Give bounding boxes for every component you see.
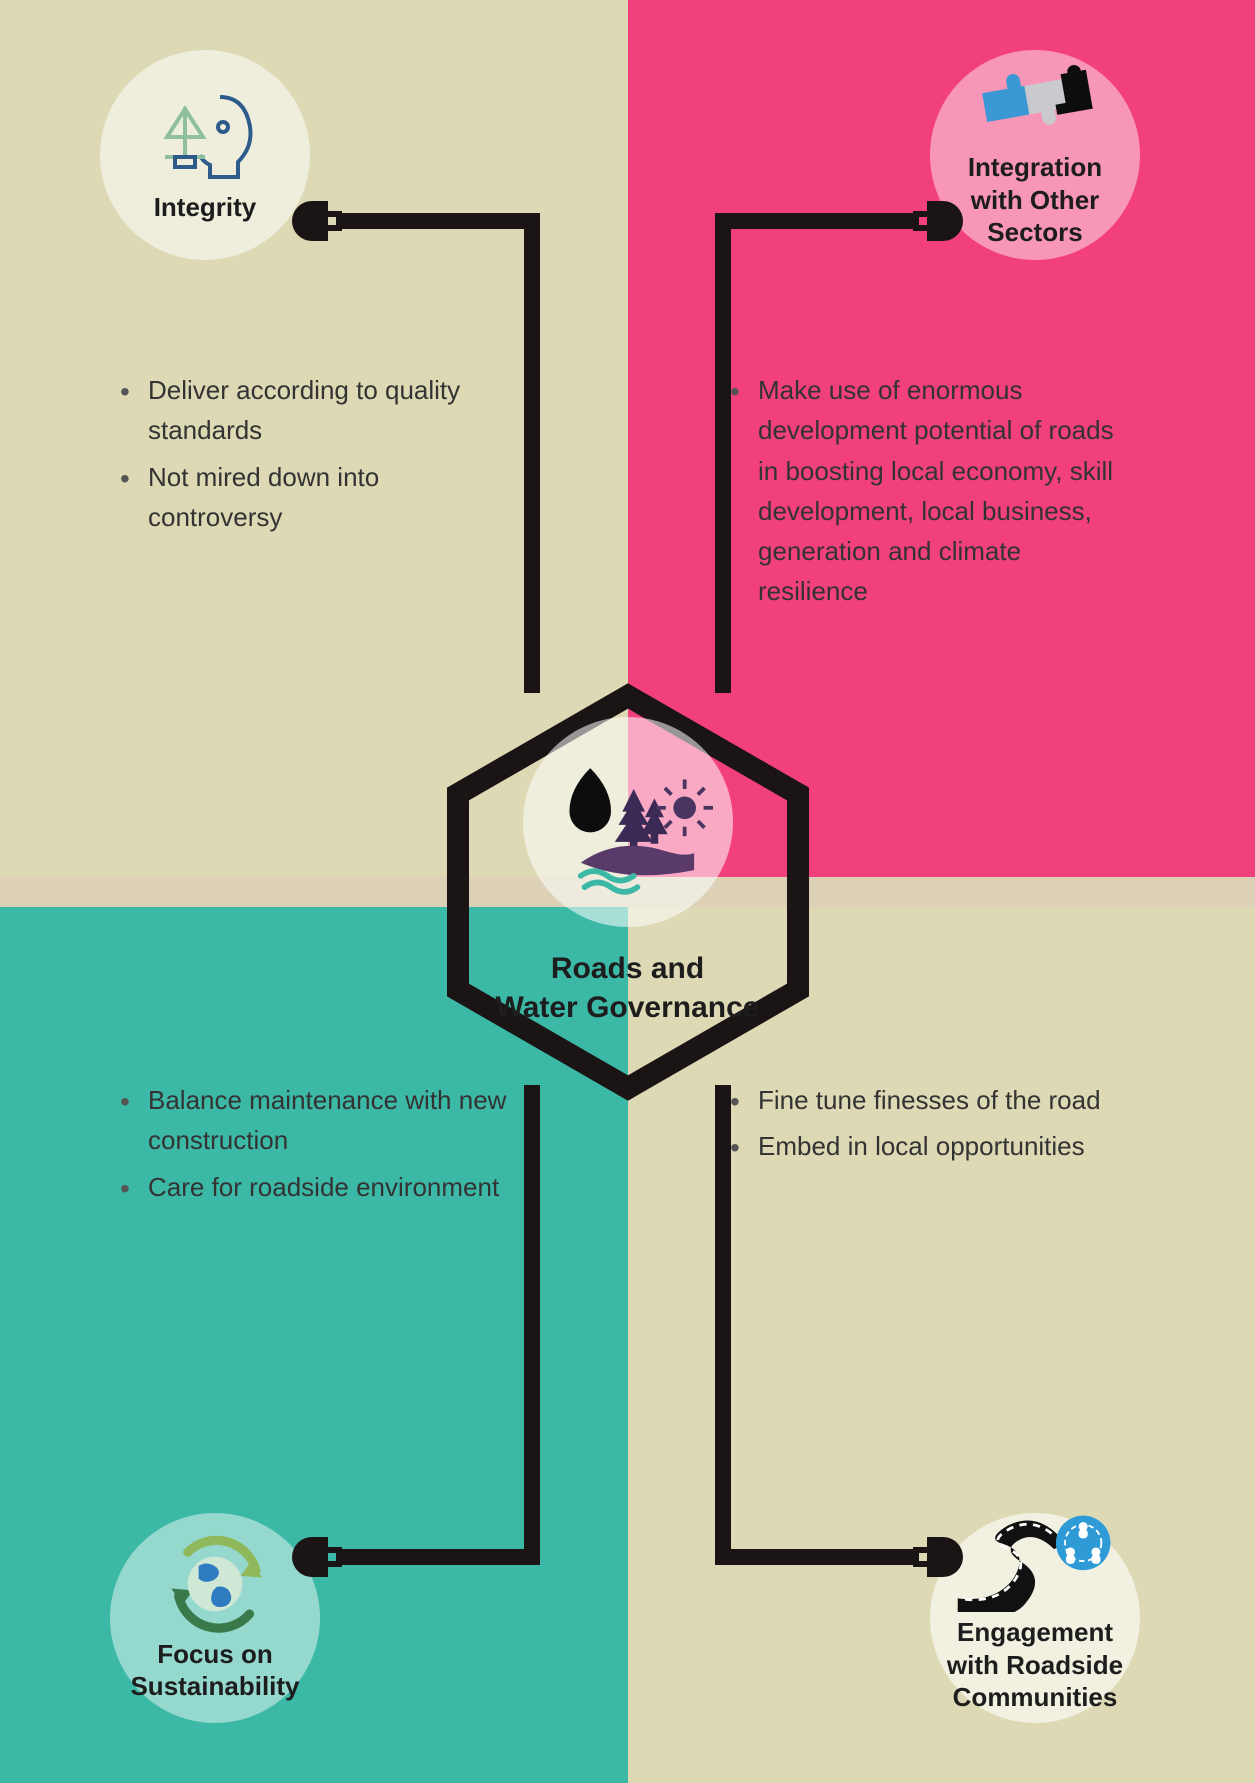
integration-title-l1: Integration	[968, 152, 1102, 182]
plug-br	[909, 1531, 979, 1583]
integration-bullets: Make use of enormous development potenti…	[730, 370, 1130, 618]
integrity-bullets: Deliver according to quality standardsNo…	[120, 370, 470, 543]
connector-bl-v	[524, 1085, 540, 1565]
bullet-item: Not mired down into controversy	[120, 457, 470, 538]
integration-title: Integration with Other Sectors	[968, 151, 1102, 249]
center-title-l2: Water Governance	[496, 991, 760, 1024]
engagement-title: Engagement with Roadside Communities	[947, 1616, 1123, 1714]
engagement-title-l1: Engagement	[957, 1617, 1113, 1647]
plug-bl	[276, 1531, 346, 1583]
bullet-item: Deliver according to quality standards	[120, 370, 470, 451]
sustainability-title: Focus on Sustainability	[130, 1638, 299, 1703]
center-title-l1: Roads and	[551, 952, 704, 985]
bullet-item: Care for roadside environment	[120, 1167, 520, 1207]
center-circle	[523, 717, 733, 927]
connector-tr-h	[715, 213, 919, 229]
sustainability-title-l2: Sustainability	[130, 1671, 299, 1701]
connector-br-h	[715, 1549, 919, 1565]
integrity-title: Integrity	[154, 191, 257, 224]
sustainability-title-l1: Focus on	[157, 1639, 273, 1669]
connector-bl-h	[336, 1549, 540, 1565]
connector-tl-h	[336, 213, 540, 229]
globe-recycle-icon	[155, 1534, 275, 1634]
bullet-item: Make use of enormous development potenti…	[730, 370, 1130, 612]
plug-tr	[909, 195, 979, 247]
bullet-item: Embed in local opportunities	[730, 1126, 1130, 1166]
connector-tl-v	[524, 213, 540, 693]
engagement-title-l3: Communities	[953, 1682, 1118, 1712]
connector-br-v	[715, 1085, 731, 1565]
integration-title-l3: Sectors	[987, 217, 1082, 247]
plug-tl	[276, 195, 346, 247]
landscape-icon	[543, 747, 713, 897]
center-hexagon: Roads and Water Governance	[418, 682, 838, 1102]
center-title: Roads and Water Governance	[496, 949, 760, 1027]
puzzle-icon	[975, 47, 1095, 147]
integrity-icon	[145, 87, 265, 187]
connector-tr-v	[715, 213, 731, 693]
engagement-title-l2: with Roadside	[947, 1650, 1123, 1680]
integration-title-l2: with Other	[971, 185, 1100, 215]
